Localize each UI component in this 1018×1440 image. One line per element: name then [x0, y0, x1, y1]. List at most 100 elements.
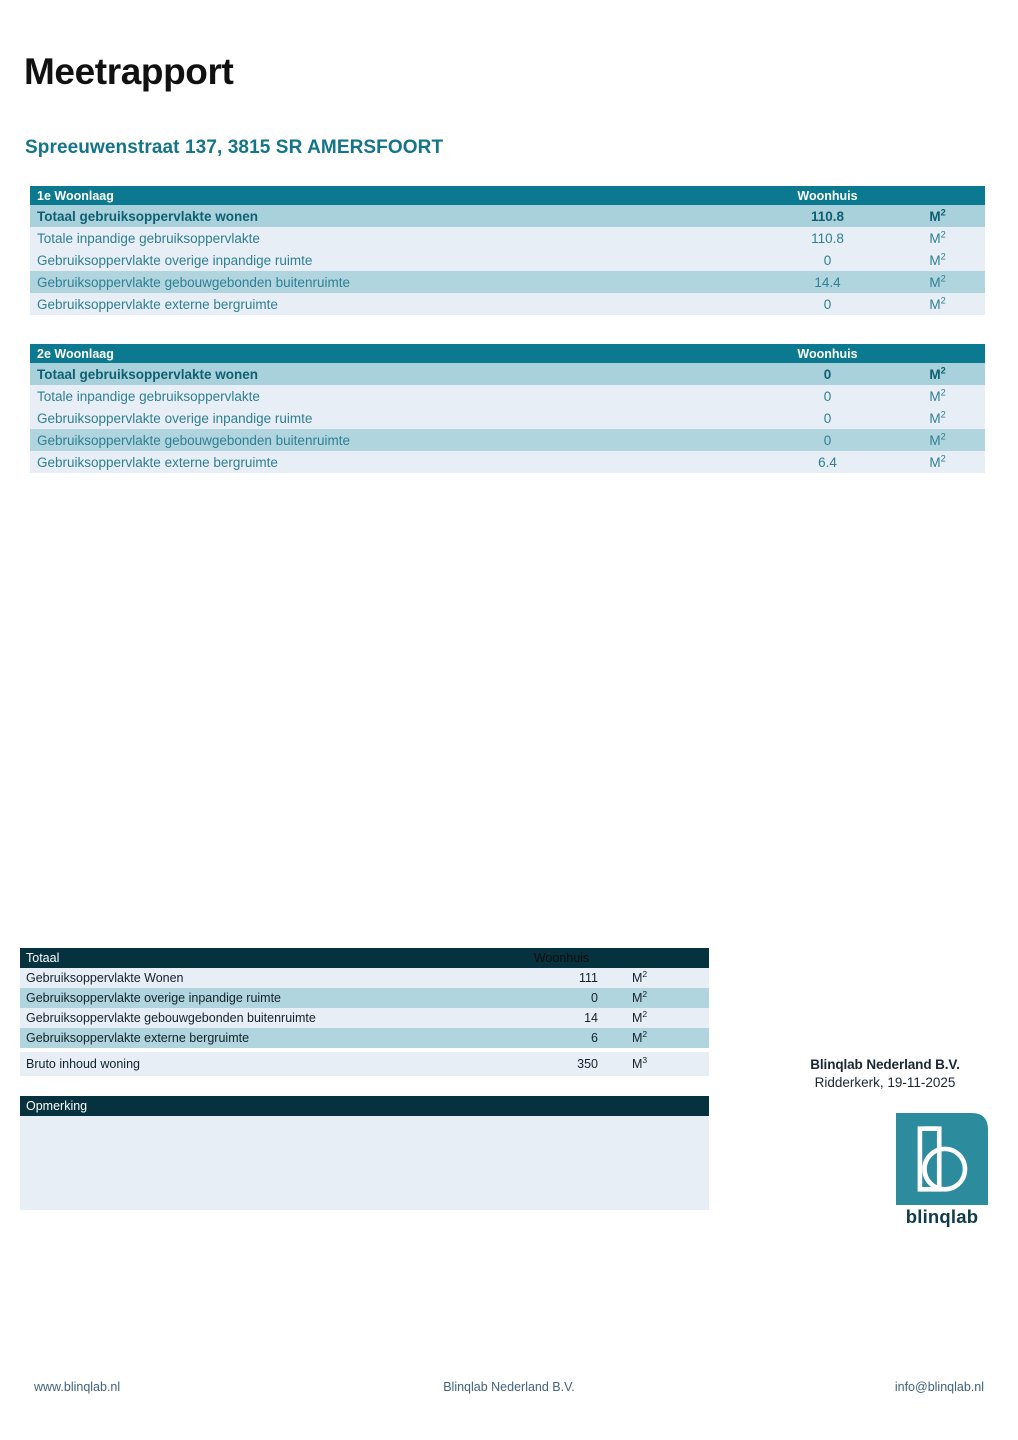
blinqlab-wordmark: blinqlab: [905, 1206, 979, 1227]
totaal-table-body: Totaal Woonhuis Gebruiksoppervlakte Wonen 1…: [20, 948, 709, 1076]
totaal-row-unit: M2: [620, 1028, 709, 1048]
unit-exponent: 2: [940, 409, 946, 419]
totaal-row-unit: M2: [620, 988, 709, 1008]
woonlaag-table-2: 2e Woonlaag Woonhuis Totaal gebruiksopperv…: [30, 344, 985, 473]
table-header-column-woonhuis: Woonhuis: [765, 186, 890, 205]
row-unit: M2: [890, 363, 985, 385]
totaal-row-value: 6: [525, 1028, 620, 1048]
blinqlab-logo: blinqlab: [896, 1113, 988, 1228]
totaal-header-label: Totaal: [20, 948, 525, 968]
totaal-row-value: 0: [525, 988, 620, 1008]
table-header-row: 2e Woonlaag Woonhuis: [30, 344, 985, 363]
unit-exponent: 2: [940, 431, 946, 441]
blinqlab-b-icon: [896, 1113, 988, 1205]
row-unit: M2: [890, 249, 985, 271]
row-value: 0: [765, 249, 890, 271]
row-label: Gebruiksoppervlakte externe bergruimte: [30, 293, 765, 315]
totaal-table-row: Bruto inhoud woning 350 M3: [20, 1052, 709, 1076]
footer-website[interactable]: www.blinqlab.nl: [34, 1380, 121, 1394]
totaal-row-value: 350: [525, 1052, 620, 1076]
opmerking-textarea[interactable]: [20, 1116, 709, 1210]
totaal-row-label: Gebruiksoppervlakte overige inpandige ru…: [20, 988, 525, 1008]
totaal-row-label: Gebruiksoppervlakte gebouwgebonden buite…: [20, 1008, 525, 1028]
table-row: Totaal gebruiksoppervlakte wonen 0 M2: [30, 363, 985, 385]
row-label: Totaal gebruiksoppervlakte wonen: [30, 205, 765, 227]
row-value: 110.8: [765, 205, 890, 227]
totaal-table: Totaal Woonhuis Gebruiksoppervlakte Wonen 1…: [20, 948, 709, 1076]
table-row: Totaal gebruiksoppervlakte wonen 110.8 M2: [30, 205, 985, 227]
unit-exponent: 2: [642, 1008, 648, 1019]
unit-exponent: 2: [940, 453, 946, 463]
unit-exponent: 2: [940, 365, 946, 375]
woonlaag-table-1-body: 1e Woonlaag Woonhuis Totaal gebruiksopperv…: [30, 186, 985, 315]
row-unit: M2: [890, 451, 985, 473]
table-row: Gebruiksoppervlakte externe bergruimte 6.…: [30, 451, 985, 473]
row-unit: M2: [890, 205, 985, 227]
unit-exponent: 2: [642, 1028, 648, 1039]
woonlaag-table-2-body: 2e Woonlaag Woonhuis Totaal gebruiksopperv…: [30, 344, 985, 473]
unit-exponent: 2: [642, 988, 648, 999]
row-label: Totale inpandige gebruiksoppervlakte: [30, 227, 765, 249]
page-footer: www.blinqlab.nl Blinqlab Nederland B.V. …: [0, 1380, 1018, 1400]
table-row: Gebruiksoppervlakte gebouwgebonden buite…: [30, 271, 985, 293]
totaal-table-row: Gebruiksoppervlakte Wonen 111 M2: [20, 968, 709, 988]
row-label: Gebruiksoppervlakte overige inpandige ru…: [30, 249, 765, 271]
signature-block: Blinqlab Nederland B.V. Ridderkerk, 19-1…: [785, 1057, 985, 1090]
row-value: 0: [765, 363, 890, 385]
signature-place-date: Ridderkerk, 19-11-2025: [814, 1075, 956, 1090]
unit-exponent: 2: [940, 207, 946, 217]
footer-company: Blinqlab Nederland B.V.: [443, 1380, 575, 1394]
table-header-column-woonhuis: Woonhuis: [765, 344, 890, 363]
row-value: 0: [765, 385, 890, 407]
table-row: Gebruiksoppervlakte overige inpandige ru…: [30, 249, 985, 271]
opmerking-header: Opmerking: [20, 1096, 709, 1116]
row-value: 110.8: [765, 227, 890, 249]
table-header-column-unit: [890, 344, 985, 363]
totaal-row-label: Gebruiksoppervlakte externe bergruimte: [20, 1028, 525, 1048]
row-value: 6.4: [765, 451, 890, 473]
row-unit: M2: [890, 429, 985, 451]
row-unit: M2: [890, 271, 985, 293]
row-unit: M2: [890, 385, 985, 407]
totaal-header-row: Totaal Woonhuis: [20, 948, 709, 968]
table-row: Totale inpandige gebruiksoppervlakte 0 M2: [30, 385, 985, 407]
totaal-row-label: Bruto inhoud woning: [20, 1052, 525, 1076]
unit-exponent: 2: [940, 229, 946, 239]
page-title: Meetrapport: [24, 51, 234, 92]
totaal-table-row: Gebruiksoppervlakte externe bergruimte 6 M…: [20, 1028, 709, 1048]
totaal-header-column-unit: [620, 948, 709, 968]
row-value: 0: [765, 407, 890, 429]
woonlaag-table-1: 1e Woonlaag Woonhuis Totaal gebruiksopperv…: [30, 186, 985, 315]
table-header-label: 1e Woonlaag: [30, 186, 765, 205]
totaal-table-row: Gebruiksoppervlakte overige inpandige ru…: [20, 988, 709, 1008]
table-row: Gebruiksoppervlakte overige inpandige ru…: [30, 407, 985, 429]
table-row: Totale inpandige gebruiksoppervlakte 110.…: [30, 227, 985, 249]
unit-exponent: 2: [940, 295, 946, 305]
totaal-row-spacer: [20, 1048, 709, 1052]
row-unit: M2: [890, 227, 985, 249]
table-header-column-unit: [890, 186, 985, 205]
row-unit: M2: [890, 293, 985, 315]
row-label: Gebruiksoppervlakte externe bergruimte: [30, 451, 765, 473]
unit-exponent: 3: [642, 1054, 648, 1065]
row-label: Gebruiksoppervlakte gebouwgebonden buite…: [30, 271, 765, 293]
totaal-row-unit: M2: [620, 968, 709, 988]
signature-company: Blinqlab Nederland B.V.: [810, 1057, 960, 1072]
row-unit: M2: [890, 407, 985, 429]
row-label: Totaal gebruiksoppervlakte wonen: [30, 363, 765, 385]
row-value: 0: [765, 429, 890, 451]
table-row: Gebruiksoppervlakte gebouwgebonden buite…: [30, 429, 985, 451]
totaal-row-unit: M3: [620, 1052, 709, 1076]
totaal-table-row: Gebruiksoppervlakte gebouwgebonden buite…: [20, 1008, 709, 1028]
unit-exponent: 2: [940, 251, 946, 261]
table-row: Gebruiksoppervlakte externe bergruimte 0 M…: [30, 293, 985, 315]
totaal-row-value: 14: [525, 1008, 620, 1028]
totaal-section: Totaal Woonhuis Gebruiksoppervlakte Wonen 1…: [20, 948, 709, 1076]
unit-exponent: 2: [940, 273, 946, 283]
totaal-header-column-woonhuis: Woonhuis: [525, 948, 620, 968]
totaal-row-label: Gebruiksoppervlakte Wonen: [20, 968, 525, 988]
property-address-subtitle: Spreeuwenstraat 137, 3815 SR AMERSFOORT: [25, 137, 444, 158]
row-value: 0: [765, 293, 890, 315]
footer-email[interactable]: info@blinqlab.nl: [894, 1380, 984, 1394]
row-label: Gebruiksoppervlakte overige inpandige ru…: [30, 407, 765, 429]
